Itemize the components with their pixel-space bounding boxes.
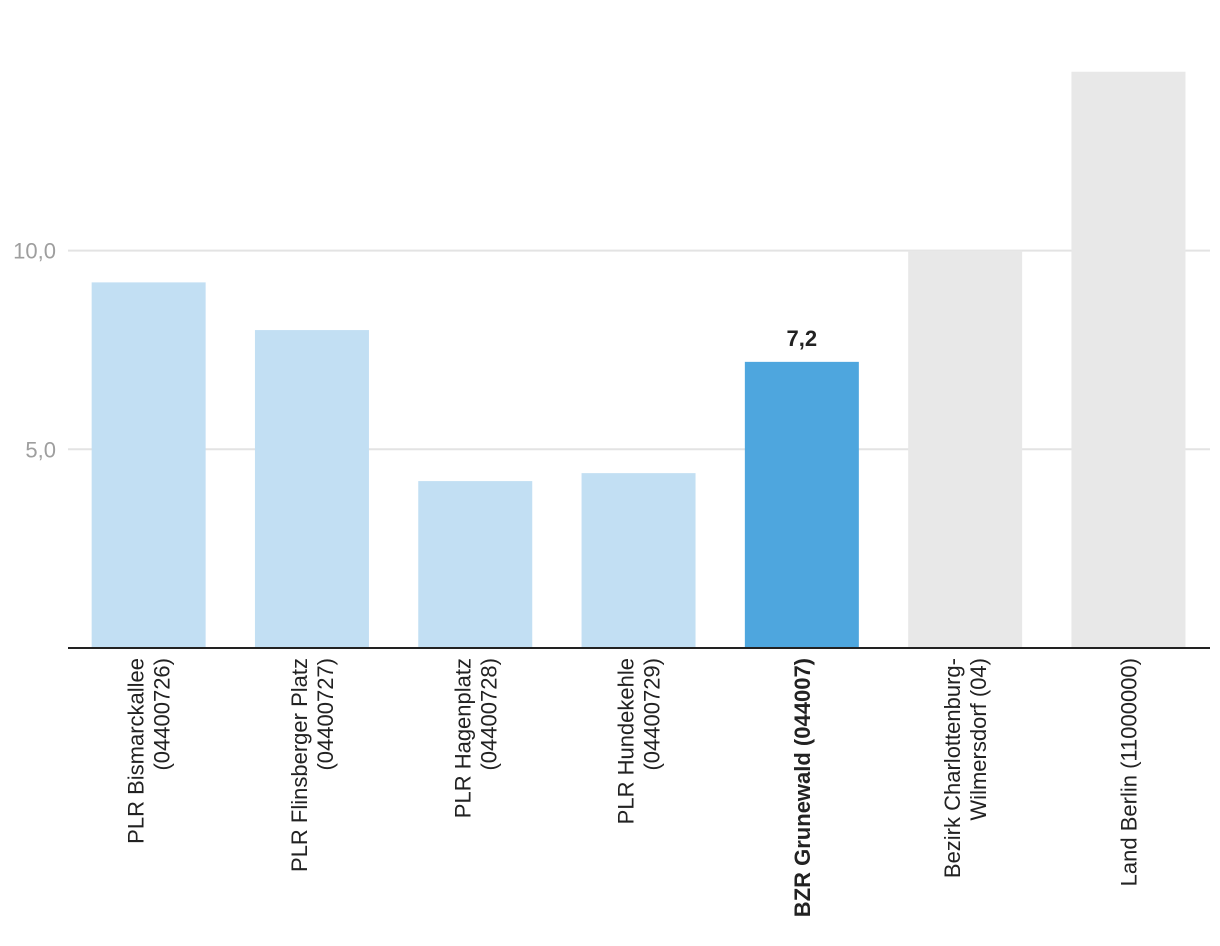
category-label-line: PLR Bismarckallee: [124, 658, 149, 844]
category-label: Bezirk Charlottenburg- Wilmersdorf (04): [940, 658, 991, 878]
data-labels: 7,2: [787, 326, 818, 351]
category-label-line: PLR Hagenplatz: [450, 658, 475, 818]
category-label-line: Land Berlin (11000000): [1116, 658, 1141, 886]
category-label: PLR Hundekehle (04400729): [614, 658, 665, 824]
y-tick-label: 10,0: [13, 239, 56, 264]
category-label-line: (04400726): [150, 658, 175, 771]
bar: [1071, 71, 1186, 648]
category-label-line: (04400729): [640, 658, 665, 771]
bar: [418, 481, 533, 648]
category-label-line: PLR Hundekehle: [614, 658, 639, 824]
category-label: PLR Bismarckallee (04400726): [124, 658, 175, 844]
category-label-line: (04400728): [476, 658, 501, 771]
category-label-line: BZR Grunewald (044007): [790, 658, 815, 917]
category-label: PLR Hagenplatz (04400728): [450, 658, 501, 818]
bar: [91, 282, 206, 648]
category-labels: PLR Bismarckallee (04400726) PLR Flinsberg…: [124, 658, 1142, 917]
category-label: PLR Flinsberger Platz (04400727): [287, 658, 338, 872]
bar-value-label: 7,2: [787, 326, 818, 351]
bar: [908, 250, 1023, 649]
bars: [91, 71, 1186, 649]
bar: [744, 361, 859, 648]
bar: [581, 473, 696, 648]
category-label-line: PLR Flinsberger Platz: [287, 658, 312, 872]
category-label-line: Wilmersdorf (04): [966, 658, 991, 821]
y-tick-label: 5,0: [25, 437, 56, 462]
category-label: Land Berlin (11000000): [1116, 658, 1141, 886]
category-label-line: (04400727): [313, 658, 338, 771]
bar: [254, 330, 369, 648]
category-label: BZR Grunewald (044007): [790, 658, 815, 917]
category-label-line: Bezirk Charlottenburg-: [940, 658, 965, 878]
